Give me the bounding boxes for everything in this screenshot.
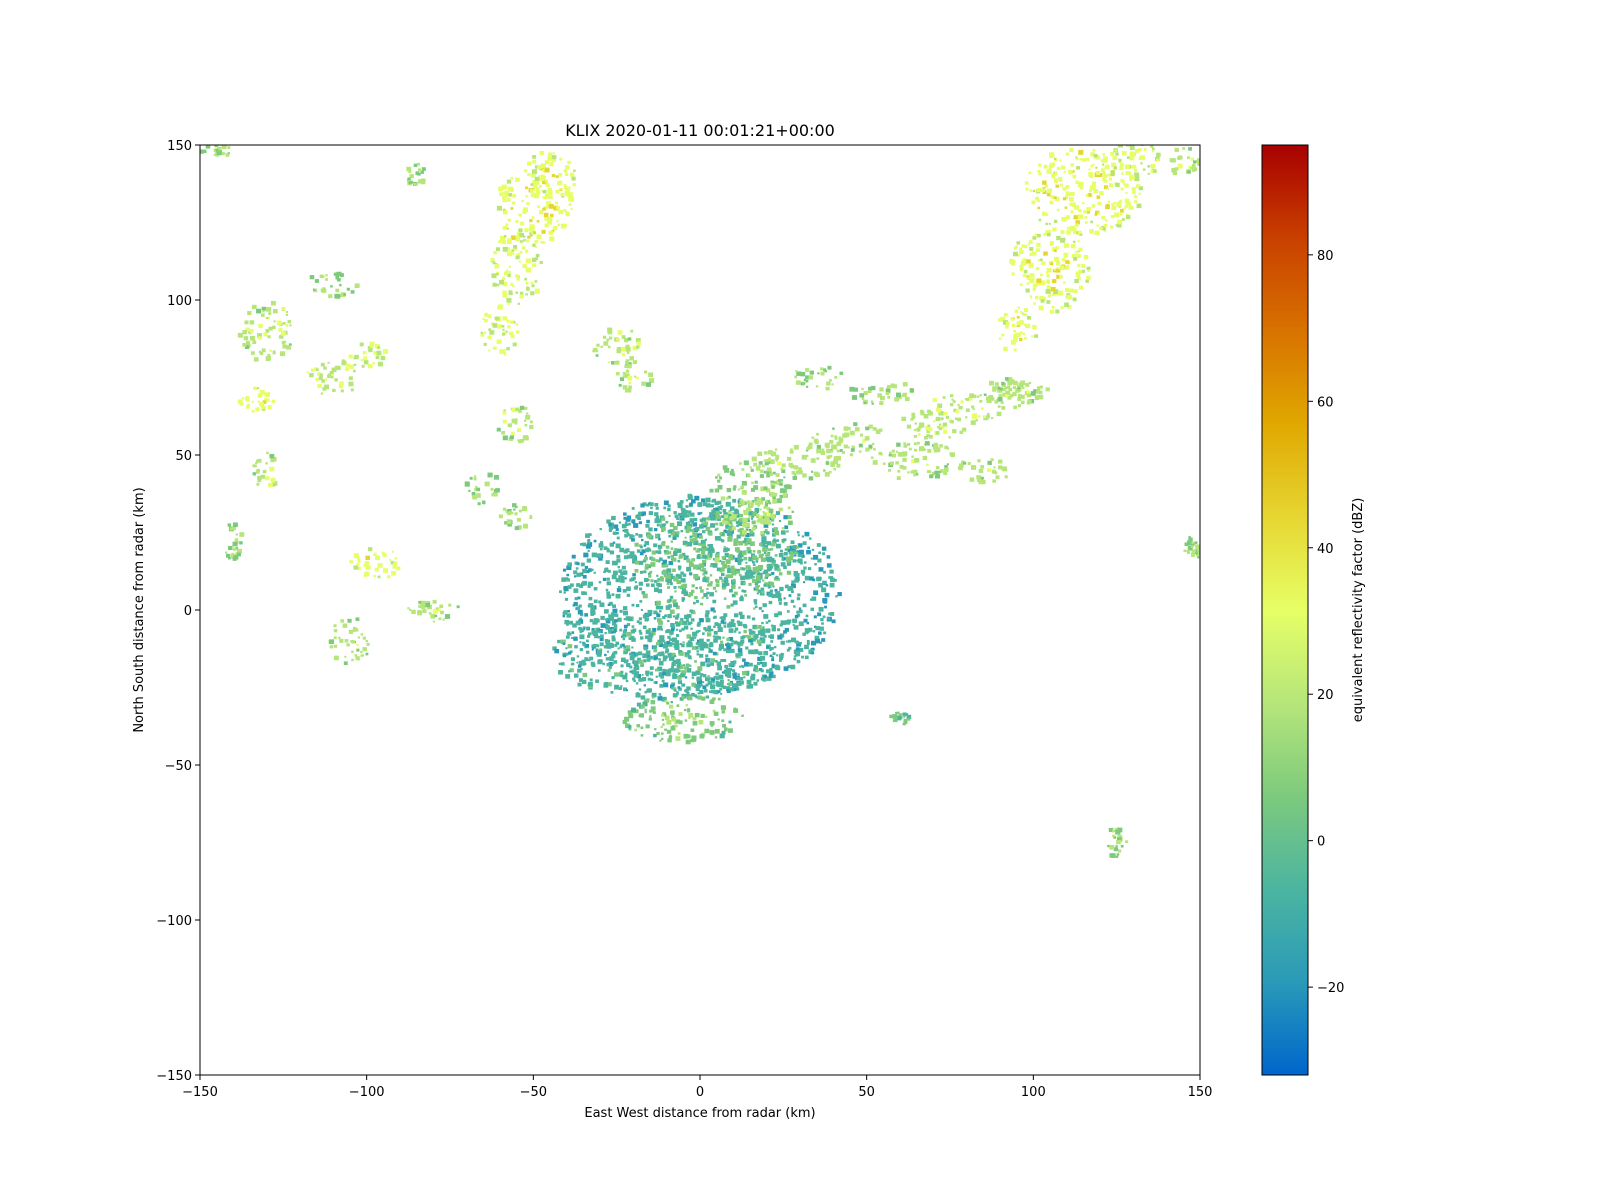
echo-cell [722,498,794,536]
echo-cell [889,711,912,726]
echo-cell [527,150,576,199]
x-tick-label: 150 [1188,1085,1213,1100]
x-tick-label: −150 [182,1085,218,1100]
echo-cell [496,169,575,244]
echo-cell [592,327,641,365]
x-axis-label: East West distance from radar (km) [584,1106,815,1121]
echo-cell [464,472,500,506]
colorbar-axis: −20 0 20 40 60 80 [1308,249,1344,996]
echo-cell [794,365,844,391]
reflectivity-field [200,145,1200,858]
echo-cell [200,145,231,157]
echo-cell [349,547,401,579]
echo-cell [559,493,842,695]
y-tick-label: 100 [167,294,192,309]
echo-cell [480,304,520,356]
echo-cell [616,360,655,393]
echo-cell [811,422,883,457]
echo-cell [751,442,841,481]
echo-cell [1009,227,1091,314]
echo-cell [348,341,389,369]
echo-cell [237,300,292,362]
echo-cell [1024,147,1143,236]
echo-cell [901,409,967,440]
y-tick-label: −150 [156,1069,192,1084]
x-axis: −150 −100 −50 0 50 100 150 [182,1075,1212,1100]
echo-cell [407,599,460,623]
y-axis-label: North South distance from radar (km) [132,487,147,732]
colorbar-tick-label: −20 [1317,981,1344,996]
echo-cell [406,162,426,186]
y-tick-label: −100 [156,914,192,929]
echo-cell [496,405,534,444]
y-tick-label: 50 [175,449,192,464]
echo-cell [622,693,744,745]
echo-cell [328,617,370,666]
colorbar-tick-label: 20 [1317,688,1334,703]
echo-cell [1107,827,1129,858]
echo-cell [252,451,278,488]
chart-title: KLIX 2020-01-11 00:01:21+00:00 [565,121,835,140]
y-tick-label: 0 [184,604,192,619]
echo-cell [552,613,784,702]
echo-cell [1183,536,1200,559]
y-axis: −150 −100 −50 0 50 100 150 [156,139,200,1084]
echo-cell [237,386,276,413]
echo-cell [498,503,533,531]
y-tick-label: −50 [165,759,192,774]
echo-cell [849,382,914,406]
echo-cell [1169,147,1200,176]
colorbar-tick-label: 40 [1317,542,1334,557]
x-tick-label: 0 [696,1085,704,1100]
echo-cell [490,232,543,305]
colorbar-tick-label: 60 [1317,395,1334,410]
echo-cell [225,522,245,561]
colorbar-tick-label: 80 [1317,249,1334,264]
colorbar [1261,144,1309,1076]
x-tick-label: −100 [349,1085,385,1100]
radar-site-marker [695,605,705,615]
colorbar-label: equivalent reflectivity factor (dBZ) [1351,498,1366,723]
x-tick-label: 50 [858,1085,875,1100]
echo-cell [309,271,360,299]
x-tick-label: 100 [1021,1085,1046,1100]
echo-cell [306,359,356,395]
echo-cell [992,380,1044,404]
x-tick-label: −50 [520,1085,547,1100]
echo-cell [1101,145,1161,182]
echo-cell [997,306,1039,352]
echo-cell [870,441,965,480]
y-tick-label: 150 [167,139,192,154]
colorbar-tick-label: 0 [1317,835,1325,850]
echo-cell [957,458,1008,485]
